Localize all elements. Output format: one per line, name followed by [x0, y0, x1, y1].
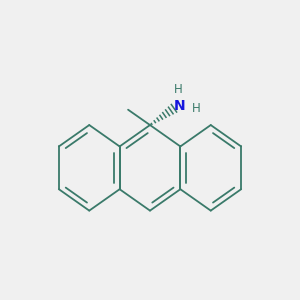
Text: H: H: [174, 83, 182, 96]
Text: H: H: [191, 102, 200, 115]
Text: N: N: [174, 99, 185, 113]
